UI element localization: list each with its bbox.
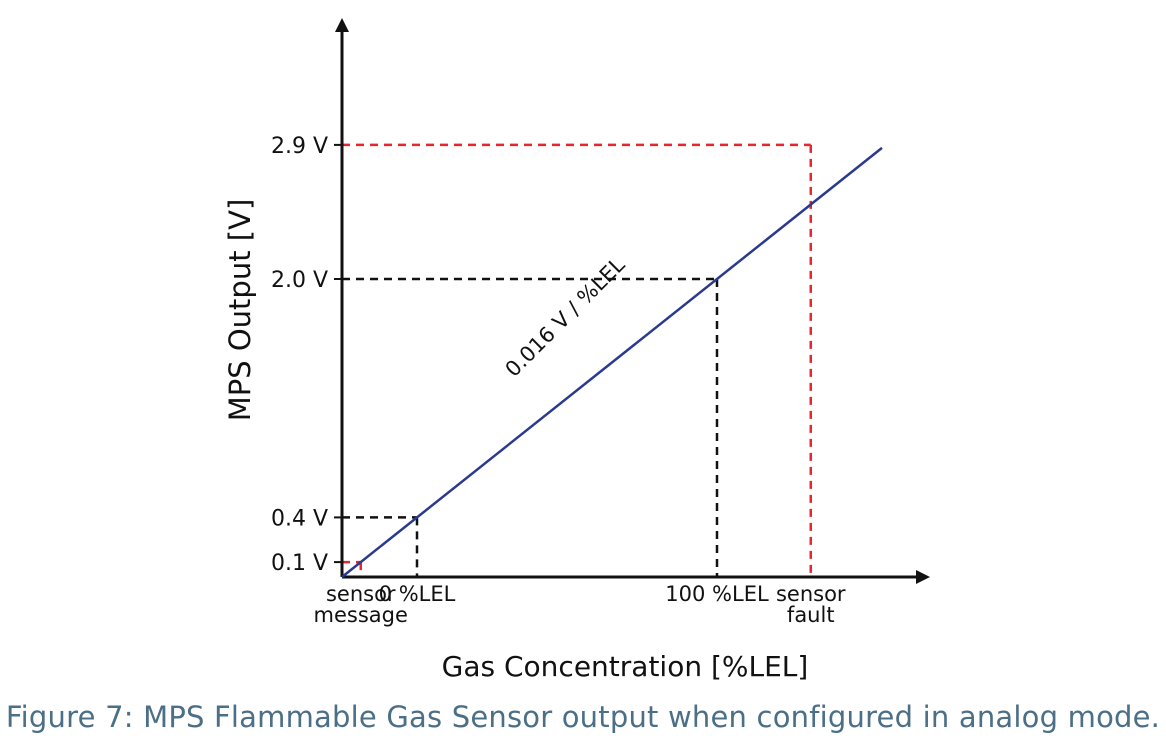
y-axis-arrow (335, 18, 349, 32)
y-tick-label: 0.1 V (271, 551, 328, 576)
x-axis-arrow (916, 570, 930, 584)
x-marker-label: 0 %LEL (379, 582, 456, 606)
slope-label: 0.016 V / %LEL (501, 252, 630, 381)
x-marker-label: sensor message (314, 582, 408, 627)
y-tick-label: 2.9 V (271, 134, 328, 159)
x-marker-label: sensor fault (776, 582, 846, 627)
x-axis-title: Gas Concentration [%LEL] (442, 650, 809, 683)
figure-caption: Figure 7: MPS Flammable Gas Sensor outpu… (5, 700, 1161, 734)
y-axis-title: MPS Output [V] (223, 199, 257, 422)
output-line (341, 146, 883, 578)
y-tick-label: 0.4 V (271, 506, 328, 531)
y-tick-label: 2.0 V (271, 268, 328, 293)
x-marker-label: 100 %LEL (665, 582, 769, 606)
